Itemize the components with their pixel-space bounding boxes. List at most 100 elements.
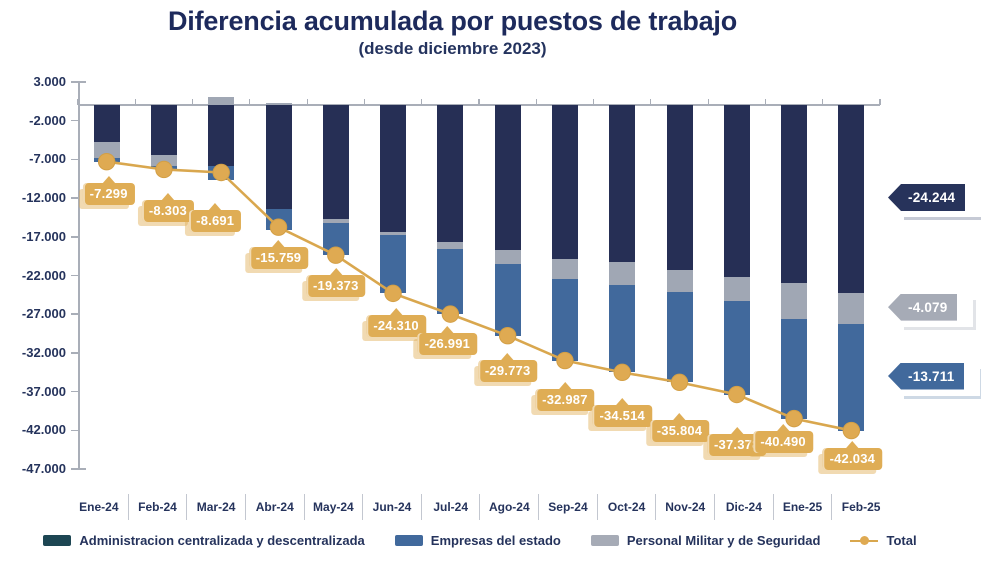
bar-segment-militar [723, 277, 750, 302]
y-tick-mark [71, 352, 78, 354]
bar-segment-militar [781, 283, 808, 319]
callout-militar: -4.079 [888, 293, 977, 330]
callout-box: -4.079 [888, 293, 958, 321]
y-tick-mark [71, 197, 78, 199]
callout-empresas: -13.711 [888, 362, 981, 399]
legend-total-dot [859, 536, 869, 545]
bar-segment-militar [93, 142, 120, 158]
bar-segment-admin [208, 105, 235, 167]
bar-segment-militar [666, 270, 693, 292]
x-tick-mark [879, 98, 881, 105]
x-tick-mark [707, 98, 709, 105]
x-axis-label: Dic-24 [714, 494, 773, 520]
x-tick-mark [535, 98, 537, 105]
data-label: -26.991 [417, 333, 478, 356]
callout-shadow [904, 190, 981, 221]
callout-box: -24.244 [888, 184, 966, 212]
bar-segment-empresas [265, 208, 292, 230]
x-axis-label: Ene-24 [79, 500, 119, 514]
callout-admin: -24.244 [888, 184, 981, 221]
y-tick-mark [71, 158, 78, 161]
legend-item: Personal Militar y de Seguridad [590, 533, 821, 548]
legend-label: Total [886, 533, 917, 548]
x-axis-label: Jul-24 [420, 494, 480, 520]
bar-segment-militar [551, 259, 578, 279]
bar-segment-empresas [322, 222, 349, 256]
legend: Administracion centralizada y descentral… [0, 533, 960, 548]
y-tick-label: -7.000 [29, 151, 66, 167]
bar-segment-empresas [551, 278, 578, 361]
bar-segment-militar [437, 242, 464, 250]
zero-axis-line [78, 104, 880, 106]
y-tick-mark [71, 429, 78, 432]
data-label: -8.691 [189, 210, 242, 233]
data-label: -15.759 [248, 247, 309, 270]
y-tick-label: -32.000 [21, 344, 66, 360]
legend-item: Administracion centralizada y descentral… [43, 533, 365, 548]
y-tick-mark [71, 81, 78, 83]
bar-segment-militar [150, 154, 177, 166]
bar-segment-admin [723, 105, 750, 278]
y-tick-mark [71, 390, 78, 393]
bar-segment-admin [494, 105, 521, 250]
x-axis-label: Nov-24 [655, 494, 714, 520]
bar-segment-admin [322, 105, 349, 219]
legend-item: Empresas del estado [394, 533, 561, 548]
x-tick-mark [134, 98, 136, 105]
bar-segment-admin [666, 105, 693, 271]
x-tick-mark [249, 98, 251, 105]
data-label: -24.310 [366, 315, 426, 338]
x-axis-label: Abr-24 [244, 494, 304, 520]
x-axis-label: Mar-24 [186, 494, 245, 520]
x-tick-mark [764, 98, 767, 105]
y-tick-label: -27.000 [21, 306, 66, 322]
bar-segment-militar [609, 262, 636, 285]
x-tick-mark [191, 98, 194, 105]
data-label: -35.804 [649, 420, 710, 443]
legend-label: Personal Militar y de Seguridad [626, 533, 821, 548]
bar-segment-empresas [666, 291, 693, 383]
y-axis-line [78, 82, 80, 469]
legend-swatch [394, 535, 423, 546]
x-tick-mark [478, 98, 480, 105]
x-tick-mark [421, 98, 423, 105]
bar-segment-admin [781, 105, 808, 284]
y-tick-mark [71, 313, 78, 315]
y-tick-label: -22.000 [21, 267, 66, 283]
chart-subtitle: (desde diciembre 2023) [358, 39, 547, 58]
data-label: -29.773 [477, 359, 538, 382]
x-axis-label: Ago-24 [479, 494, 538, 520]
y-tick-mark [71, 468, 78, 470]
bar-segment-admin [265, 105, 292, 209]
bar-segment-admin [93, 105, 120, 143]
bar-segment-empresas [494, 263, 521, 336]
callout-shadow [904, 299, 977, 330]
data-label: -40.490 [753, 430, 813, 453]
y-axis-top-cap [78, 81, 86, 83]
y-tick-label: -47.000 [21, 461, 66, 476]
bar-segment-admin [551, 105, 578, 260]
bar-segment-admin [838, 105, 865, 293]
chart-title: Diferencia acumulada por puestos de trab… [167, 6, 738, 36]
x-tick-mark [363, 98, 366, 105]
bar-segment-admin [150, 105, 177, 155]
x-axis-label: Feb-24 [127, 494, 187, 520]
bar-segment-militar [838, 292, 865, 325]
y-tick-mark [71, 119, 78, 122]
legend-total-marker [850, 535, 879, 546]
bar-segment-militar [208, 97, 235, 106]
data-label: -37.378 [707, 433, 767, 456]
bar-segment-admin [380, 105, 407, 233]
x-axis-label: Sep-24 [538, 494, 597, 520]
y-tick-label: -12.000 [21, 190, 66, 206]
x-tick-mark [650, 98, 652, 105]
legend-swatch [590, 535, 619, 546]
data-label: -32.987 [535, 388, 595, 411]
x-axis-label: Ene-25 [772, 494, 832, 520]
y-tick-mark [71, 236, 78, 238]
bar-segment-militar [494, 249, 521, 264]
data-label: -19.373 [306, 275, 366, 298]
bar-segment-empresas [380, 235, 407, 294]
bar-segment-militar [265, 102, 292, 106]
